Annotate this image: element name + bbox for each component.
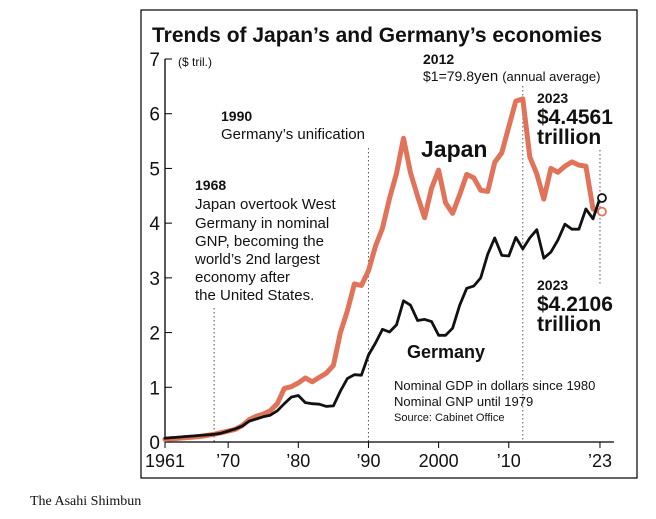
y-tick-label: 2 bbox=[149, 324, 160, 345]
japan-2023-value: $4.2106 bbox=[537, 293, 613, 316]
x-tick-label: ’10 bbox=[497, 451, 521, 471]
annotation-1968-line: economy after bbox=[195, 269, 290, 286]
reference-lines bbox=[213, 86, 601, 442]
y-tick-label: 7 bbox=[149, 50, 160, 71]
germany-2023-endpoint bbox=[597, 193, 607, 203]
x-axis: 1961 ’70 ’80 ’90 2000 ’10 ’23 bbox=[145, 441, 614, 471]
germany-series-label: Germany bbox=[407, 342, 485, 362]
x-tick-label: ’80 bbox=[286, 451, 310, 471]
annotation-1968-line: the United States. bbox=[195, 287, 314, 304]
x-tick-label: 2000 bbox=[419, 451, 459, 471]
y-tick-label: 1 bbox=[149, 378, 160, 399]
annotation-2012-note: (annual average) bbox=[502, 69, 600, 84]
annotation-1968-line: world’s 2nd largest bbox=[194, 251, 321, 268]
annotation-2012-text: $1=79.8yen (annual average) bbox=[423, 68, 600, 85]
germany-series-line bbox=[163, 196, 602, 440]
annotation-2012-year: 2012 bbox=[423, 51, 454, 67]
annotation-1968-year: 1968 bbox=[195, 177, 226, 193]
y-axis: 0 1 2 3 4 5 6 7 bbox=[149, 50, 172, 454]
japan-2023-endpoint bbox=[597, 206, 607, 217]
note-line: Nominal GNP until 1979 bbox=[394, 394, 533, 409]
x-tick-label: ’70 bbox=[216, 451, 240, 471]
annotation-1968-line: GNP, becoming the bbox=[195, 233, 324, 250]
japan-2023-year: 2023 bbox=[537, 277, 568, 293]
annotation-1990-year: 1990 bbox=[221, 108, 252, 124]
credit-line: The Asahi Shimbun bbox=[30, 494, 142, 509]
annotation-2012-rate-unit: yen bbox=[474, 68, 498, 85]
y-tick-label: 3 bbox=[149, 269, 160, 290]
x-tick-label: ’90 bbox=[356, 451, 380, 471]
x-tick-label: ’23 bbox=[588, 451, 612, 471]
japan-series-label: Japan bbox=[421, 136, 487, 162]
y-tick-label: 6 bbox=[149, 105, 160, 126]
germany-2023-year: 2023 bbox=[537, 90, 568, 106]
y-tick-label: 4 bbox=[149, 214, 160, 235]
annotation-1990-text: Germany’s unification bbox=[221, 126, 365, 143]
chart-title: Trends of Japan’s and Germany’s economie… bbox=[152, 24, 602, 47]
germany-2023-value: $4.4561 bbox=[537, 106, 613, 129]
note-line: Nominal GDP in dollars since 1980 bbox=[394, 378, 595, 393]
germany-2023-unit: trillion bbox=[537, 126, 601, 149]
y-tick-label: 0 bbox=[149, 433, 160, 454]
japan-2023-unit: trillion bbox=[537, 313, 601, 336]
annotation-1968-line: Japan overtook West bbox=[195, 196, 336, 213]
source-note: Source: Cabinet Office bbox=[394, 412, 504, 424]
x-tick-label: 1961 bbox=[145, 451, 185, 471]
y-unit-label: ($ tril.) bbox=[178, 55, 212, 69]
chart-frame bbox=[140, 9, 638, 479]
y-tick-label: 5 bbox=[149, 159, 160, 180]
annotation-1968-line: Germany in nominal bbox=[195, 215, 329, 232]
annotation-2012-rate: $1=79.8 bbox=[423, 68, 474, 84]
